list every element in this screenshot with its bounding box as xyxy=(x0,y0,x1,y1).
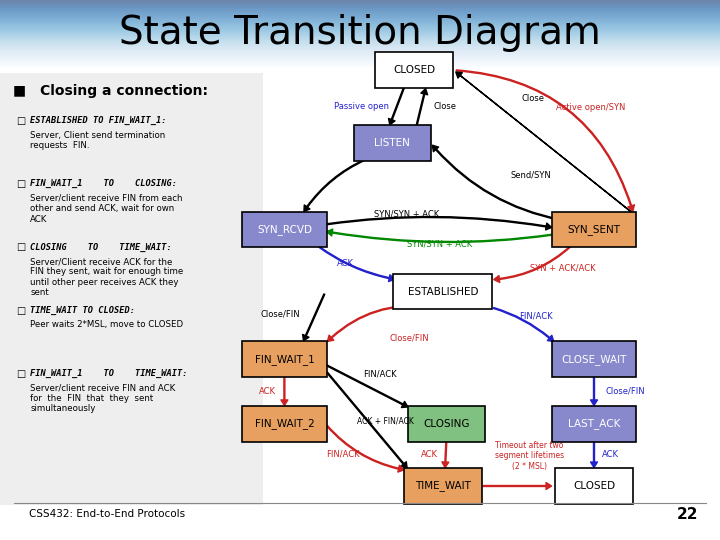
Text: FIN/ACK: FIN/ACK xyxy=(520,312,553,320)
FancyArrowPatch shape xyxy=(319,246,395,281)
FancyBboxPatch shape xyxy=(552,406,636,442)
Text: LISTEN: LISTEN xyxy=(374,138,410,148)
FancyBboxPatch shape xyxy=(552,212,636,247)
FancyArrowPatch shape xyxy=(456,70,634,211)
Text: Timeout after two
segment lifetimes
(2 * MSL): Timeout after two segment lifetimes (2 *… xyxy=(495,441,564,471)
FancyBboxPatch shape xyxy=(404,468,482,504)
FancyArrowPatch shape xyxy=(302,294,325,341)
Text: FIN_WAIT_1    TO    TIME_WAIT:: FIN_WAIT_1 TO TIME_WAIT: xyxy=(30,369,188,378)
Text: CLOSING    TO    TIME_WAIT:: CLOSING TO TIME_WAIT: xyxy=(30,242,172,252)
Text: FIN_WAIT_1    TO    CLOSING:: FIN_WAIT_1 TO CLOSING: xyxy=(30,179,177,188)
FancyArrowPatch shape xyxy=(416,89,428,125)
Text: CLOSE_WAIT: CLOSE_WAIT xyxy=(562,354,626,364)
FancyArrowPatch shape xyxy=(327,217,552,230)
Text: Server/client receive FIN from each
other and send ACK, wait for own
ACK: Server/client receive FIN from each othe… xyxy=(30,194,183,224)
Text: Close/FIN: Close/FIN xyxy=(605,387,645,396)
FancyArrowPatch shape xyxy=(442,442,449,468)
Text: Send/SYN: Send/SYN xyxy=(510,171,551,180)
FancyBboxPatch shape xyxy=(552,341,636,377)
Text: ACK: ACK xyxy=(420,450,438,459)
FancyBboxPatch shape xyxy=(242,406,327,442)
FancyArrowPatch shape xyxy=(327,426,404,472)
FancyBboxPatch shape xyxy=(242,341,327,377)
Text: ACK + FIN/ACK: ACK + FIN/ACK xyxy=(357,417,413,426)
FancyArrowPatch shape xyxy=(456,72,631,212)
Text: □: □ xyxy=(16,369,25,379)
Text: ESTABLISHED: ESTABLISHED xyxy=(408,287,478,296)
Text: Close/FIN: Close/FIN xyxy=(261,310,301,319)
Text: LAST_ACK: LAST_ACK xyxy=(568,418,620,429)
FancyBboxPatch shape xyxy=(408,406,485,442)
Text: State Transition Diagram: State Transition Diagram xyxy=(119,15,601,52)
FancyArrowPatch shape xyxy=(326,365,408,408)
FancyArrowPatch shape xyxy=(590,442,598,468)
FancyBboxPatch shape xyxy=(555,468,633,504)
Text: Server/client receive FIN and ACK
for  the  FIN  that  they  sent
simultaneously: Server/client receive FIN and ACK for th… xyxy=(30,383,176,413)
Text: Server/Client receive ACK for the
FIN they sent, wait for enough time
until othe: Server/Client receive ACK for the FIN th… xyxy=(30,257,184,297)
FancyArrowPatch shape xyxy=(494,246,571,282)
FancyArrowPatch shape xyxy=(327,372,408,468)
Text: ACK: ACK xyxy=(259,387,276,396)
Text: CSS432: End-to-End Protocols: CSS432: End-to-End Protocols xyxy=(29,509,185,519)
Text: SYN_RCVD: SYN_RCVD xyxy=(257,224,312,235)
Text: CLOSED: CLOSED xyxy=(393,65,435,75)
FancyArrowPatch shape xyxy=(482,483,552,489)
FancyArrowPatch shape xyxy=(432,145,560,220)
Text: TIME_WAIT TO CLOSED:: TIME_WAIT TO CLOSED: xyxy=(30,306,135,315)
Text: ACK: ACK xyxy=(337,259,354,268)
Text: ESTABLISHED TO FIN_WAIT_1:: ESTABLISHED TO FIN_WAIT_1: xyxy=(30,116,167,125)
Text: Passive open: Passive open xyxy=(334,102,389,111)
Text: CLOSING: CLOSING xyxy=(423,419,469,429)
Text: □: □ xyxy=(16,179,25,190)
Text: CLOSED: CLOSED xyxy=(573,481,615,491)
FancyArrowPatch shape xyxy=(389,88,404,125)
FancyArrowPatch shape xyxy=(328,306,429,341)
Text: SYN/SYN + ACK: SYN/SYN + ACK xyxy=(407,240,472,248)
Text: ■: ■ xyxy=(13,84,26,98)
FancyBboxPatch shape xyxy=(375,52,453,88)
Text: 22: 22 xyxy=(677,507,698,522)
FancyArrowPatch shape xyxy=(327,229,552,242)
Text: ACK: ACK xyxy=(602,450,619,459)
Text: Peer waits 2*MSL, move to CLOSED: Peer waits 2*MSL, move to CLOSED xyxy=(30,320,184,329)
Text: Close: Close xyxy=(433,102,456,111)
Text: SYN + ACK/ACK: SYN + ACK/ACK xyxy=(530,264,596,273)
Text: Close/FIN: Close/FIN xyxy=(389,334,429,342)
Text: FIN_WAIT_1: FIN_WAIT_1 xyxy=(255,354,314,364)
Text: FIN/ACK: FIN/ACK xyxy=(363,369,396,378)
FancyArrowPatch shape xyxy=(281,377,288,406)
Text: SYN/SYN + ACK: SYN/SYN + ACK xyxy=(374,210,439,218)
Text: Close: Close xyxy=(522,94,545,103)
Text: Closing a connection:: Closing a connection: xyxy=(40,84,207,98)
Text: FIN/ACK: FIN/ACK xyxy=(326,449,359,458)
FancyArrowPatch shape xyxy=(304,159,365,212)
FancyArrowPatch shape xyxy=(494,308,554,342)
Text: □: □ xyxy=(16,306,25,316)
FancyBboxPatch shape xyxy=(393,274,492,309)
FancyArrowPatch shape xyxy=(590,377,598,406)
FancyBboxPatch shape xyxy=(242,212,327,247)
Text: SYN_SENT: SYN_SENT xyxy=(567,224,621,235)
FancyBboxPatch shape xyxy=(0,73,263,505)
Text: □: □ xyxy=(16,116,25,126)
Text: TIME_WAIT: TIME_WAIT xyxy=(415,481,471,491)
FancyBboxPatch shape xyxy=(354,125,431,161)
Text: Active open/SYN: Active open/SYN xyxy=(556,104,625,112)
Text: FIN_WAIT_2: FIN_WAIT_2 xyxy=(255,418,314,429)
Text: □: □ xyxy=(16,242,25,253)
Text: Server, Client send termination
requests  FIN.: Server, Client send termination requests… xyxy=(30,131,166,150)
